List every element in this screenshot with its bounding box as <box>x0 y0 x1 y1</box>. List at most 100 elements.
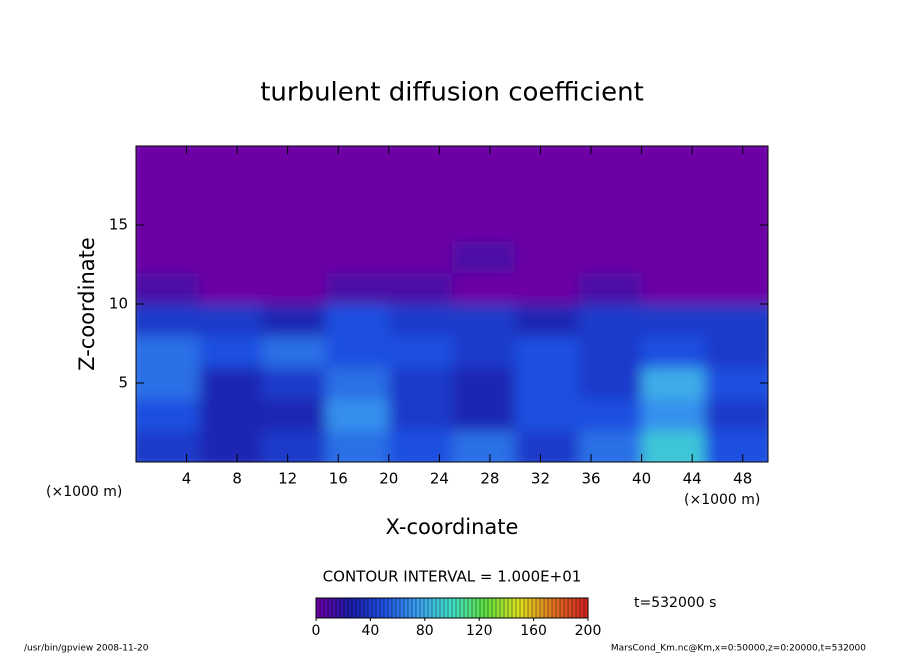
cell <box>578 430 643 462</box>
cell <box>641 367 706 400</box>
colorbar-cell <box>315 597 321 619</box>
colorbar-cell <box>443 597 449 619</box>
x-tick-label: 40 <box>632 470 651 488</box>
colorbar-cell <box>555 597 561 619</box>
colorbar-cell <box>391 597 397 619</box>
cell <box>388 335 453 368</box>
cell <box>388 430 453 462</box>
colorbar-cell <box>379 597 385 619</box>
cell <box>704 177 768 210</box>
cell <box>641 177 706 210</box>
colorbar-cell <box>383 597 389 619</box>
cell <box>136 430 200 462</box>
colorbar-cell <box>459 597 465 619</box>
cell <box>262 398 327 431</box>
cell <box>641 240 706 273</box>
colorbar-cell <box>407 597 413 619</box>
cell <box>136 367 200 400</box>
cell <box>325 335 390 368</box>
cell <box>452 209 516 242</box>
colorbar-cell <box>427 597 433 619</box>
cell <box>578 209 643 242</box>
cell <box>578 335 643 368</box>
colorbar-cell <box>527 597 533 619</box>
colorbar-cell <box>467 597 473 619</box>
colorbar-cell <box>403 597 409 619</box>
colorbar-cell <box>483 597 489 619</box>
cell <box>388 367 453 400</box>
cell <box>325 209 390 242</box>
cell <box>641 304 706 337</box>
colorbar-cell <box>367 597 373 619</box>
footer-left: /usr/bin/gpview 2008-11-20 <box>24 644 149 654</box>
cell <box>388 272 453 305</box>
colorbar-cell <box>535 597 541 619</box>
colorbar-cell <box>471 597 477 619</box>
cell <box>578 240 643 273</box>
x-unit-label: (×1000 m) <box>46 484 122 500</box>
cell <box>704 367 768 400</box>
cell <box>452 367 516 400</box>
cell <box>136 335 200 368</box>
colorbar-cell <box>539 597 545 619</box>
colorbar-cell <box>395 597 401 619</box>
cell <box>641 430 706 462</box>
cell <box>262 240 327 273</box>
colorbar-cell <box>511 597 517 619</box>
cell <box>136 304 200 337</box>
colorbar-cell <box>479 597 485 619</box>
cell <box>515 335 579 368</box>
cell <box>388 209 453 242</box>
cell <box>325 367 390 400</box>
contour-interval: CONTOUR INTERVAL = 1.000E+01 <box>323 568 582 586</box>
cell <box>199 304 263 337</box>
x-tick-label: 12 <box>278 470 297 488</box>
cell <box>515 209 579 242</box>
cell <box>388 177 453 210</box>
cell <box>136 177 200 210</box>
colorbar-cell <box>331 597 337 619</box>
y-tick-label: 5 <box>118 374 128 392</box>
cell <box>704 146 768 179</box>
cell <box>704 209 768 242</box>
cell <box>199 146 263 179</box>
cell <box>452 146 516 179</box>
colorbar-cell <box>363 597 369 619</box>
x-tick-label: 44 <box>683 470 702 488</box>
colorbar-cell <box>503 597 509 619</box>
chart-title: turbulent diffusion coefficient <box>260 78 644 108</box>
cell <box>199 398 263 431</box>
cell <box>704 240 768 273</box>
cell <box>388 304 453 337</box>
cell <box>388 398 453 431</box>
colorbar-cell <box>579 597 585 619</box>
y-tick-label: 10 <box>109 295 128 313</box>
colorbar-cell <box>319 597 325 619</box>
cells <box>136 146 768 462</box>
colorbar-cell <box>571 597 577 619</box>
colorbar-cell <box>431 597 437 619</box>
colorbar-cell <box>439 597 445 619</box>
cell <box>262 209 327 242</box>
colorbar-cell <box>451 597 457 619</box>
cell <box>578 398 643 431</box>
cell <box>325 240 390 273</box>
cell <box>515 177 579 210</box>
cell <box>262 335 327 368</box>
colorbar-cell <box>371 597 377 619</box>
time-label: t=532000 s <box>634 595 716 611</box>
colorbar-tick-label: 120 <box>466 623 493 639</box>
colorbar-cell <box>563 597 569 619</box>
cell <box>199 209 263 242</box>
y-tick-label: 15 <box>109 216 128 234</box>
cell <box>136 240 200 273</box>
cell <box>578 146 643 179</box>
cell <box>388 146 453 179</box>
x-tick-label: 8 <box>232 470 242 488</box>
colorbar: 0 40 80 120 160 200 <box>312 597 601 639</box>
cell <box>704 335 768 368</box>
colorbar-cell <box>507 597 513 619</box>
cell <box>325 272 390 305</box>
cell <box>452 335 516 368</box>
